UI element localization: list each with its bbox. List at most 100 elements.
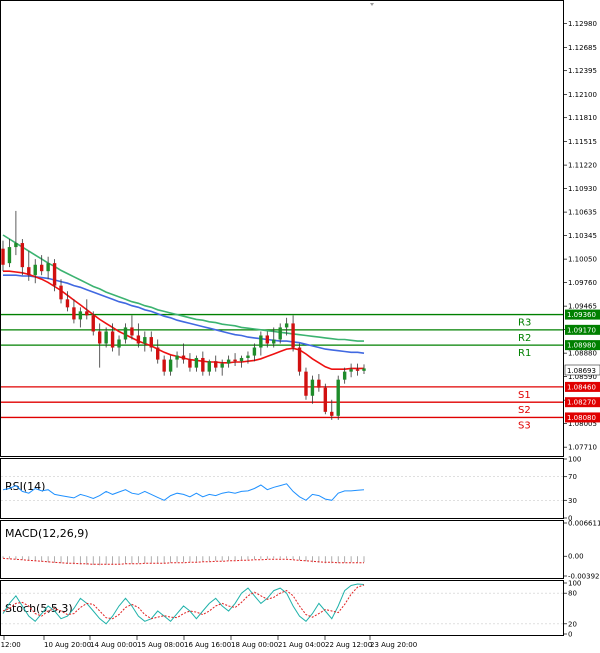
macd-tick-label: -0.003927 [568,573,600,581]
stoch-panel [0,580,564,636]
price-tick-label: 1.12100 [568,91,597,99]
candle-body [194,357,199,368]
candle-body [342,371,347,380]
macd-label: MACD(12,26,9) [5,527,89,540]
rsi-label: RSI(14) [5,480,45,493]
level-price-value: 1.09360 [567,311,596,319]
candle-body [59,285,63,300]
price-tick-label: 1.10050 [568,256,597,264]
level-price-value: 1.09170 [567,326,596,334]
candle-body [310,379,315,396]
level-price-value: 1.08460 [567,383,596,391]
candle-body [233,359,237,362]
candle-body [220,363,224,368]
level-price-tag-r2 [565,324,600,335]
ma-green-line [2,234,364,342]
price-tick-label: 1.11515 [568,138,597,146]
rsi-panel [0,458,564,519]
candle-body [78,311,83,320]
candle-body [355,369,360,371]
candle-body [181,355,186,360]
candle-body [272,339,276,344]
ma-blue-line [3,274,365,354]
level-price-tag-r1 [565,340,600,351]
last-price-label: 1.08693 [567,367,596,375]
stochastic-indicator: 100 80 20 0 [1,580,581,639]
time-tick-label: 21 Aug 04:00 [278,641,325,649]
candle-body [304,371,308,396]
candle-body [297,347,302,372]
level-price-tag-s1 [565,381,600,392]
price-tick-label: 1.09760 [568,279,597,287]
candle-body [20,243,25,268]
candle-body [1,248,5,265]
stoch-tick-label: 100 [568,580,581,588]
level-price-tag-s2 [565,397,600,408]
rsi-indicator: 100 70 30 0 [1,456,581,523]
candle-body [214,361,218,368]
candle-body [110,331,115,348]
time-tick-label: 14 Aug 00:00 [90,641,137,649]
time-tick-label: 16 Aug 16:00 [184,641,231,649]
candle-body [207,361,211,372]
candle-body [168,359,173,372]
candle-body [317,379,321,388]
price-tick-label: 1.12980 [568,20,597,28]
price-tick-label: 1.10345 [568,232,597,240]
time-tick-label: 22 Aug 12:00 [325,641,372,649]
stoch-signal-line [2,584,365,620]
time-tick-label: 8 Aug 12:00 [0,641,21,649]
candle-body [91,315,95,332]
candle-body [72,307,76,320]
candle-body [265,335,270,344]
candle-body [175,355,179,360]
price-tick-label: 1.10930 [568,185,597,193]
candle-body [149,337,153,348]
candle-body [123,327,128,340]
stoch-tick-label: 0 [568,631,572,639]
time-tick-label: 18 Aug 00:00 [231,641,278,649]
price-tick-label: 1.08005 [568,420,597,428]
last-price-tag: 1.08693 [564,364,600,376]
candle-body [278,327,282,340]
candle-body [33,264,37,276]
macd-signal-line [2,557,364,565]
candle-body [291,323,295,348]
candle-body [14,243,18,248]
candle-body [46,263,50,272]
rsi-tick-label: 100 [568,456,581,464]
price-tick-label: 1.12685 [568,44,597,52]
candle-body [7,247,12,264]
level-price-tag-s3 [565,412,600,423]
support-resistance-levels: 1.09360 R3 1.09170 R2 1.08980 R1 1.08460 S1 1.08… [1,309,600,431]
level-name-s2: S2 [518,405,531,416]
level-name-r3: R3 [518,318,531,329]
candle-body [246,355,250,358]
price-tick-label: 1.11220 [568,162,597,170]
candle-body [284,323,289,328]
stoch-tick-label: 20 [568,620,577,628]
time-tick-label: 15 Aug 08:00 [137,641,184,649]
candle-body [162,359,166,372]
candle-body [85,311,89,316]
price-tick-label: 1.11810 [568,114,597,122]
price-tick-label: 1.07710 [568,444,597,452]
candle-body [330,411,334,416]
candle-body [136,335,141,344]
candle-body [156,347,160,360]
candle-body [323,387,328,412]
level-price-value: 1.08980 [567,342,596,350]
price-tick-label: 1.08590 [568,373,597,381]
time-tick-label: 23 Aug 20:00 [370,641,417,649]
macd-indicator: 0.006611 0.00 -0.003927 [2,520,600,581]
rsi-tick-label: 0 [568,515,572,523]
candle-body [104,331,108,344]
level-name-r1: R1 [518,348,531,359]
candle-body [239,357,244,362]
candle-body [65,299,70,308]
level-name-r2: R2 [518,333,531,344]
candle-body [252,347,257,356]
candle-body [201,357,205,372]
